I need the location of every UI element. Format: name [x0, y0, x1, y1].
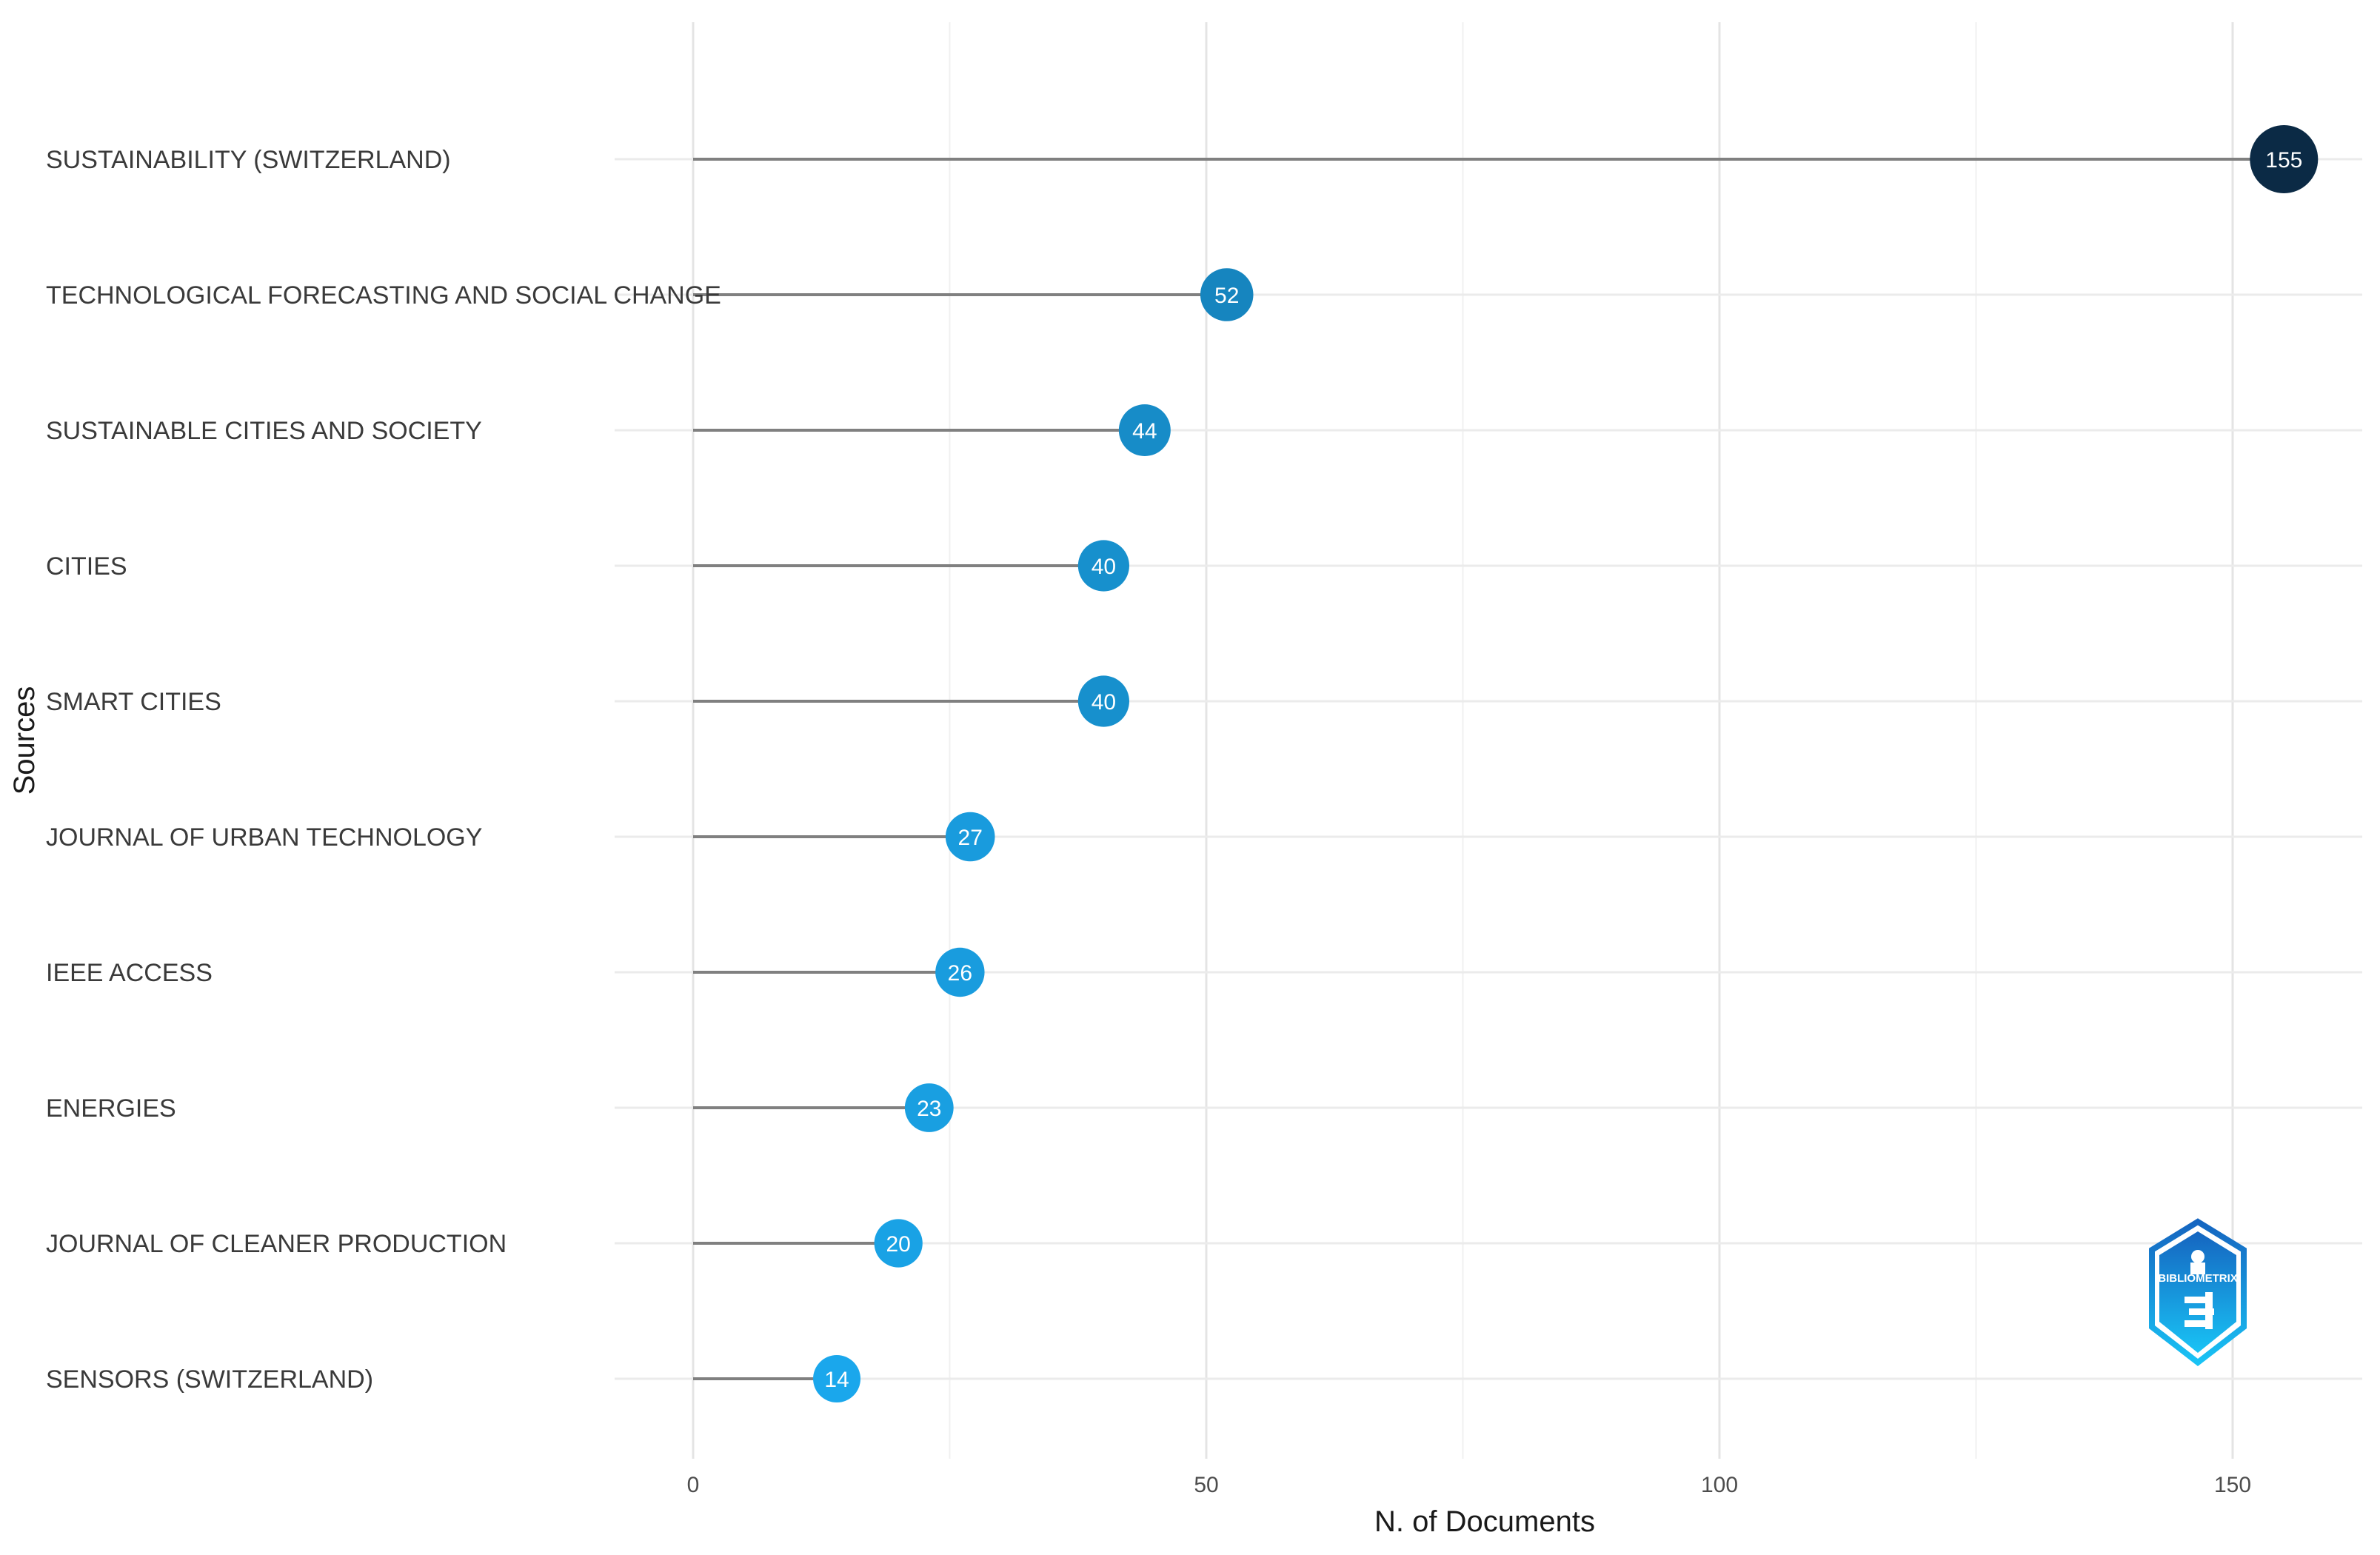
dot [874, 1219, 923, 1268]
dot [935, 947, 985, 997]
data-label: 20 [886, 1232, 911, 1257]
dot [1200, 268, 1254, 321]
category-label: JOURNAL OF CLEANER PRODUCTION [46, 1230, 507, 1258]
data-label: 44 [1132, 419, 1157, 444]
category-label: SENSORS (SWITZERLAND) [46, 1365, 373, 1394]
data-label: 155 [2265, 148, 2302, 173]
dot [1118, 404, 1171, 456]
dots: 155 52 44 40 40 27 26 23 20 14 [813, 125, 2319, 1402]
x-tick-label: 150 [2214, 1473, 2251, 1497]
dot [1077, 540, 1129, 592]
dot [2250, 125, 2319, 193]
data-label: 27 [958, 826, 983, 850]
category-labels: SUSTAINABILITY (SWITZERLAND) TECHNOLOGICA… [46, 146, 721, 1394]
category-label: SUSTAINABLE CITIES AND SOCIETY [46, 417, 482, 445]
data-label: 14 [824, 1368, 849, 1392]
category-label: SMART CITIES [46, 688, 221, 716]
data-label: 26 [948, 961, 972, 986]
data-label: 40 [1092, 690, 1116, 715]
category-label: JOURNAL OF URBAN TECHNOLOGY [46, 823, 482, 852]
category-label: ENERGIES [46, 1094, 176, 1123]
dot [813, 1355, 861, 1402]
x-tick-label: 0 [687, 1473, 700, 1497]
dot [945, 812, 995, 862]
category-label: SUSTAINABILITY (SWITZERLAND) [46, 146, 451, 174]
dot [904, 1083, 954, 1132]
x-axis-title: N. of Documents [1374, 1505, 1595, 1538]
logo-text: BIBLIOMETRIX [2158, 1272, 2238, 1285]
stems [693, 158, 2284, 1380]
dot [1077, 675, 1129, 727]
data-label: 52 [1214, 284, 1239, 308]
x-tick-label: 100 [1701, 1473, 1738, 1497]
y-axis-title: Sources [8, 686, 41, 795]
data-label: 40 [1092, 555, 1116, 579]
bibliometrix-logo: BIBLIOMETRIX [2149, 1218, 2247, 1367]
category-label: IEEE ACCESS [46, 959, 213, 987]
category-label: CITIES [46, 552, 127, 581]
x-tick-label: 50 [1194, 1473, 1218, 1497]
category-label: TECHNOLOGICAL FORECASTING AND SOCIAL CHA… [46, 281, 721, 310]
x-tick-labels: 0 50 100 150 [687, 1473, 2251, 1497]
data-label: 23 [917, 1097, 941, 1121]
